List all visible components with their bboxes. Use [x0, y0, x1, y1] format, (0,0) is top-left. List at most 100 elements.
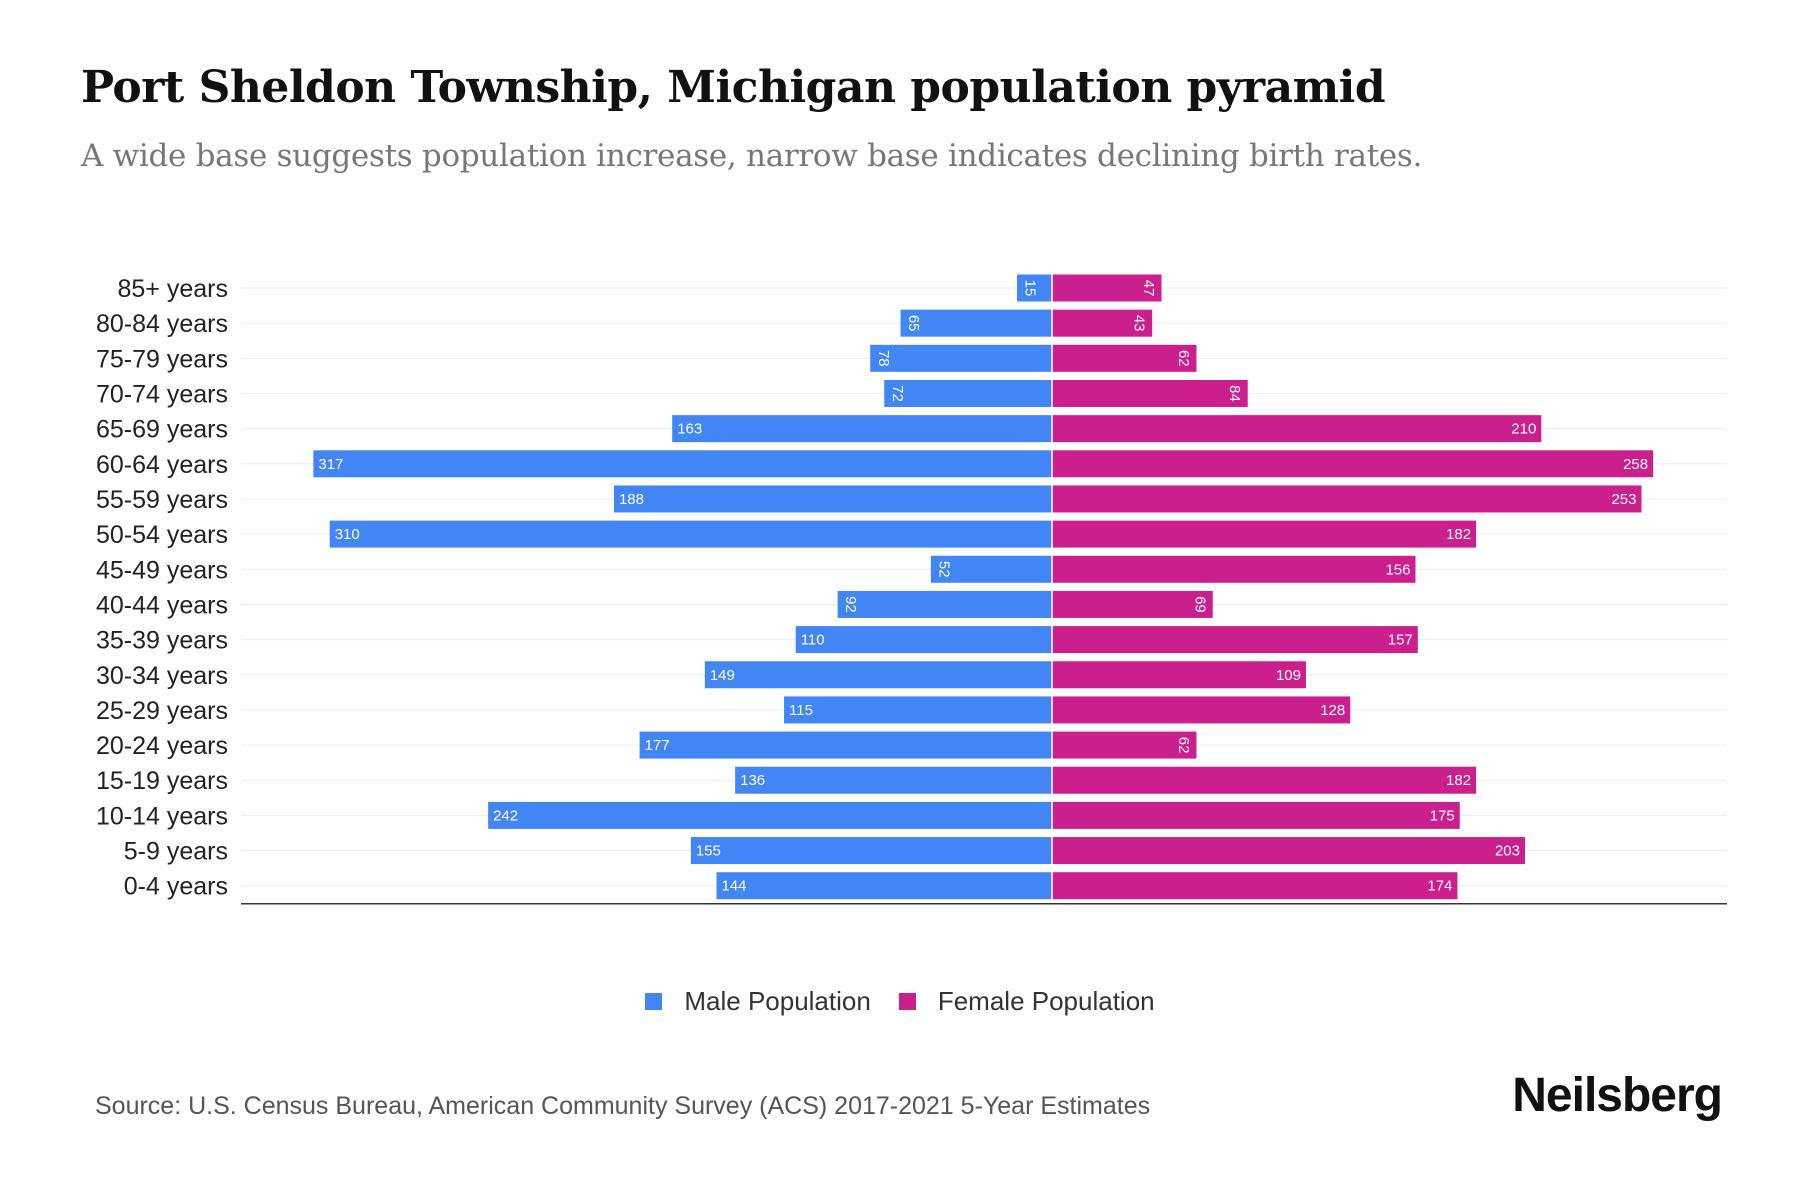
category-label: 30-34 years: [96, 662, 228, 690]
male-value-label: 149: [710, 667, 735, 684]
category-label: 60-64 years: [96, 451, 228, 479]
female-value-label: 203: [1495, 843, 1520, 860]
category-label: 55-59 years: [96, 486, 228, 514]
male-bar: [884, 379, 1052, 407]
female-value-label: 109: [1276, 667, 1301, 684]
female-bar: [1052, 590, 1213, 618]
male-bar: [613, 485, 1052, 513]
male-value-label: 317: [318, 456, 343, 473]
female-bar: [1052, 520, 1477, 548]
male-value-label: 310: [335, 526, 360, 543]
male-bar: [329, 520, 1052, 548]
male-bar: [870, 344, 1052, 372]
female-value-label: 175: [1430, 807, 1455, 824]
male-bar: [795, 626, 1052, 654]
female-value-label: 84: [1226, 385, 1243, 402]
neilsberg-logo: Neilsberg: [1512, 1069, 1723, 1122]
female-bar: [1052, 837, 1525, 865]
female-value-label: 47: [1140, 280, 1157, 297]
female-bar: [1052, 309, 1153, 337]
category-label: 45-49 years: [96, 556, 228, 584]
male-bar: [716, 872, 1052, 900]
female-value-label: 258: [1623, 456, 1648, 473]
category-label: 25-29 years: [96, 697, 228, 725]
female-bar: [1052, 274, 1162, 302]
male-bar: [900, 309, 1052, 337]
female-value-label: 157: [1388, 632, 1413, 649]
category-label: 40-44 years: [96, 591, 228, 619]
category-label: 65-69 years: [96, 416, 228, 444]
male-value-label: 163: [677, 421, 702, 438]
male-value-label: 52: [935, 561, 952, 578]
category-label: 35-39 years: [96, 627, 228, 655]
male-bar: [735, 766, 1052, 794]
female-bar: [1052, 415, 1542, 443]
female-value-label: 43: [1131, 315, 1148, 332]
female-bar: [1052, 485, 1642, 513]
male-bar: [837, 590, 1052, 618]
male-bar: [930, 555, 1052, 583]
category-label: 80-84 years: [96, 310, 228, 338]
category-label: 75-79 years: [96, 345, 228, 373]
chart-title: Port Sheldon Township, Michigan populati…: [81, 62, 1386, 113]
male-value-label: 78: [875, 350, 892, 367]
category-label: 10-14 years: [96, 802, 228, 830]
female-bar: [1052, 766, 1477, 794]
female-bar: [1052, 450, 1654, 478]
male-bar: [313, 450, 1052, 478]
male-value-label: 177: [645, 737, 670, 754]
legend: Male Population Female Population: [0, 986, 1800, 1017]
female-bar: [1052, 872, 1458, 900]
male-value-label: 72: [889, 385, 906, 402]
category-label: 70-74 years: [96, 380, 228, 408]
female-value-label: 128: [1320, 702, 1345, 719]
male-bar: [784, 696, 1052, 724]
male-value-label: 115: [789, 702, 813, 719]
male-bar: [488, 801, 1052, 829]
chart-subtitle: A wide base suggests population increase…: [81, 138, 1423, 174]
category-label: 50-54 years: [96, 521, 228, 549]
legend-item-male[interactable]: Male Population: [645, 986, 871, 1017]
legend-label-female: Female Population: [937, 986, 1155, 1016]
source-note: Source: U.S. Census Bureau, American Com…: [95, 1092, 1151, 1120]
female-bar: [1052, 626, 1418, 654]
female-bar: [1052, 344, 1197, 372]
male-value-label: 110: [801, 632, 825, 649]
female-value-label: 210: [1511, 421, 1536, 438]
female-value-label: 253: [1611, 491, 1636, 508]
female-bar: [1052, 696, 1351, 724]
legend-swatch-female: [898, 993, 916, 1010]
female-bar: [1052, 731, 1197, 759]
female-bar: [1052, 555, 1416, 583]
category-label: 85+ years: [118, 275, 229, 303]
male-bar: [1017, 274, 1052, 302]
male-value-label: 155: [696, 843, 721, 860]
male-bar: [690, 837, 1052, 865]
female-value-label: 62: [1175, 737, 1192, 754]
legend-item-female[interactable]: Female Population: [898, 986, 1155, 1017]
female-bar: [1052, 801, 1460, 829]
pyramid-chart: 85+ years 15 47 80-84 years 65 43 75-79 years 7…: [96, 274, 1727, 905]
legend-label-male: Male Population: [684, 986, 871, 1016]
female-value-label: 62: [1175, 350, 1192, 367]
category-label: 15-19 years: [96, 767, 228, 795]
male-value-label: 144: [721, 878, 746, 895]
male-bar: [704, 661, 1052, 689]
female-bar: [1052, 379, 1248, 407]
male-value-label: 65: [905, 315, 922, 332]
category-label: 0-4 years: [124, 873, 228, 901]
legend-swatch-male: [645, 993, 663, 1010]
female-bar: [1052, 661, 1306, 689]
female-value-label: 174: [1427, 878, 1452, 895]
male-value-label: 188: [619, 491, 644, 508]
category-label: 20-24 years: [96, 732, 228, 760]
female-value-label: 182: [1446, 772, 1471, 789]
male-value-label: 15: [1022, 280, 1039, 297]
female-value-label: 156: [1385, 561, 1410, 578]
male-value-label: 136: [740, 772, 765, 789]
male-bar: [672, 415, 1052, 443]
male-value-label: 92: [842, 596, 859, 613]
male-bar: [639, 731, 1052, 759]
category-label: 5-9 years: [124, 838, 228, 866]
female-value-label: 69: [1191, 596, 1208, 613]
